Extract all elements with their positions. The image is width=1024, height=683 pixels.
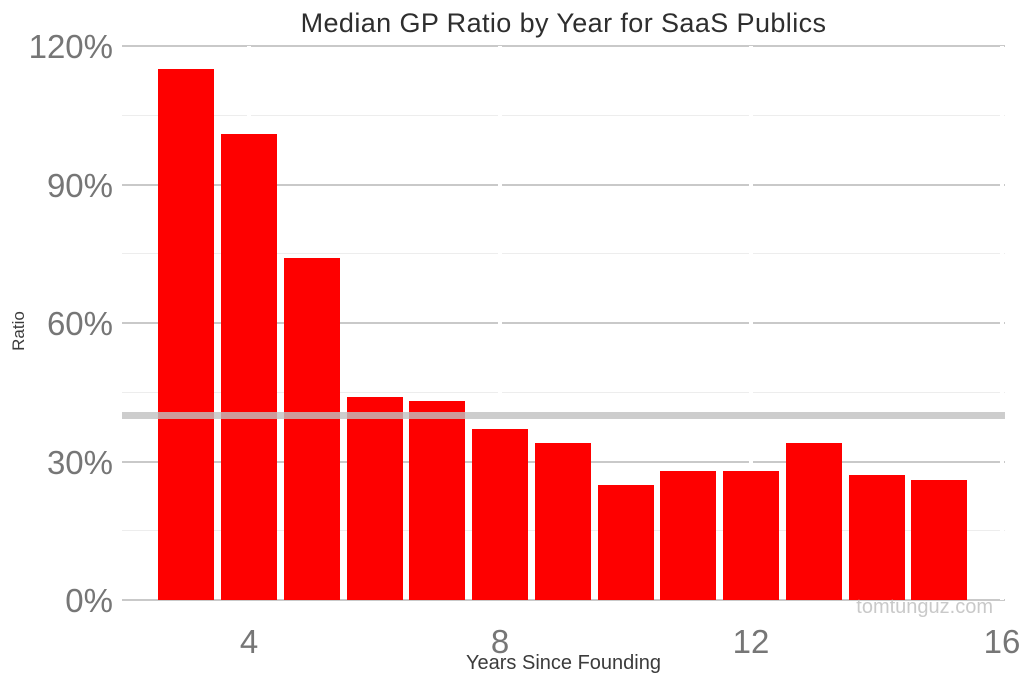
gridline-major [122, 45, 1005, 47]
bar-year-3 [158, 69, 215, 600]
bar-year-10 [597, 484, 654, 600]
gridline-tick-gap [498, 46, 502, 600]
y-tick-label: 0% [65, 582, 113, 619]
chart-title: Median GP Ratio by Year for SaaS Publics [300, 8, 827, 38]
bar-year-7 [409, 401, 466, 600]
x-axis-title: Years Since Founding [466, 652, 661, 674]
x-tick-label: 4 [239, 623, 259, 660]
y-tick-label: 90% [46, 166, 113, 204]
gridline-minor [122, 253, 1005, 255]
bar-year-15 [911, 479, 968, 600]
bar-year-14 [848, 475, 905, 600]
y-tick-label: 120% [28, 28, 113, 65]
gridline-major [122, 322, 1005, 324]
bar-year-13 [785, 443, 842, 600]
bar-year-12 [723, 470, 779, 600]
watermark: tomtunguz.com [856, 596, 993, 618]
y-tick-label: 60% [46, 305, 113, 342]
x-tick-label: 12 [732, 623, 770, 660]
x-tick-label: 8 [490, 623, 510, 660]
bar-year-8 [472, 429, 528, 600]
bar-year-11 [660, 470, 717, 600]
y-tick-label: 30% [46, 443, 113, 481]
gridline-tick-gap [1000, 46, 1004, 600]
bar-year-6 [346, 396, 403, 600]
bar-year-5 [283, 258, 340, 600]
gridline-major [122, 599, 1005, 601]
reference-line-40pct [122, 411, 1005, 419]
gridline-tick-gap [749, 46, 753, 600]
gridline-major [122, 183, 1005, 186]
bar-year-4 [221, 133, 277, 600]
gridline-minor [122, 391, 1005, 393]
plot-area [122, 45, 1005, 601]
x-tick-label: 16 [983, 623, 1021, 660]
bar-year-9 [534, 443, 591, 600]
gridline-minor [122, 114, 1005, 116]
